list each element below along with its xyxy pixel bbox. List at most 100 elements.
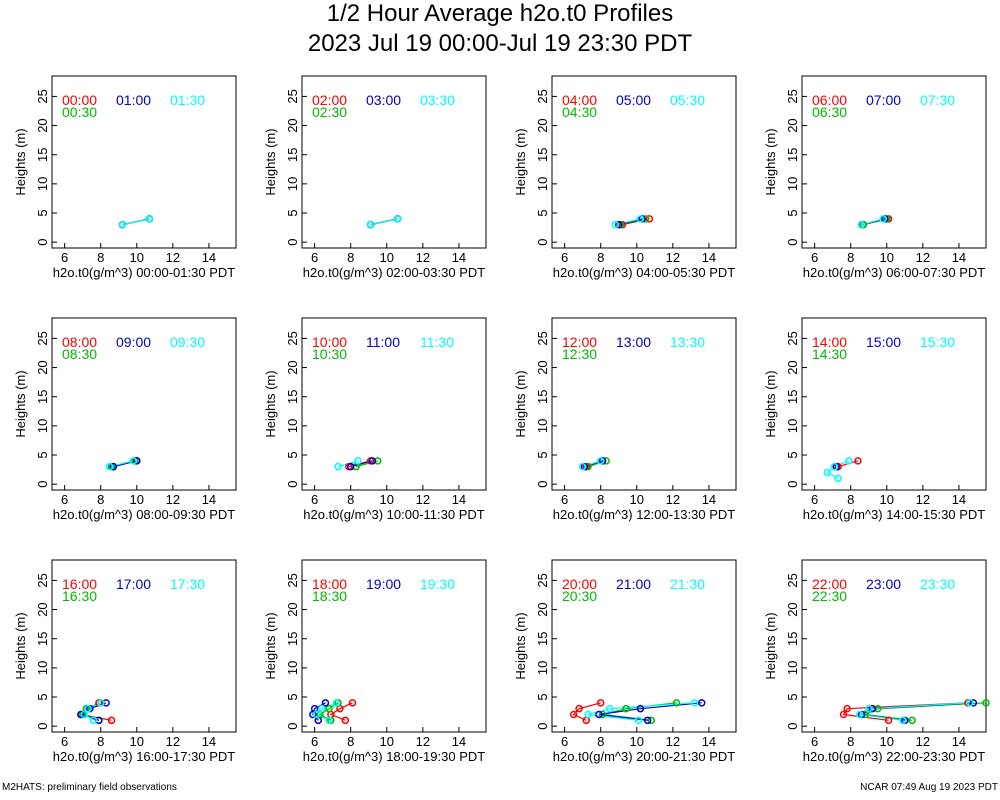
x-tick-label: 6 [311, 250, 318, 265]
legend-entry: 08:30 [62, 346, 97, 362]
x-tick-label: 6 [561, 250, 568, 265]
y-tick-label: 5 [785, 209, 800, 216]
data-point [672, 699, 681, 707]
x-tick-label: 8 [97, 492, 104, 507]
legend-entry: 19:30 [420, 576, 455, 592]
data-point [89, 716, 98, 725]
legend-entry: 23:00 [866, 576, 901, 592]
legend-entry: 13:00 [616, 334, 651, 350]
x-tick-label: 8 [347, 250, 354, 265]
y-tick-label: 5 [535, 693, 550, 700]
legend-entry: 18:30 [312, 588, 347, 604]
x-tick-label: 14 [202, 734, 216, 749]
data-point [368, 457, 377, 465]
data-point [839, 710, 848, 719]
data-point [697, 699, 706, 707]
x-tick-label: 12 [166, 734, 180, 749]
y-tick-label: 0 [785, 481, 800, 488]
panel-4: 6 8 10 12 14 0 5 10 15 20 25 h2o.t0(g/m^3) 06:00-07… [763, 75, 987, 280]
panel-frame [301, 317, 487, 491]
x-tick-label: 6 [311, 734, 318, 749]
legend-entry: 18:00 [312, 576, 347, 592]
y-tick-label: 5 [35, 693, 50, 700]
y-tick-label: 25 [285, 331, 300, 345]
y-tick-label: 5 [535, 209, 550, 216]
panel-frame [301, 75, 487, 249]
legend-entry: 21:30 [670, 576, 705, 592]
legend-entry: 19:00 [366, 576, 401, 592]
y-tick-label: 10 [35, 661, 50, 675]
panel-10: 6 8 10 12 14 0 5 10 15 20 25 h2o.t0(g/m^3) 18:00-19… [263, 559, 487, 764]
legend-entry: 04:30 [562, 104, 597, 120]
y-tick-label: 20 [285, 602, 300, 616]
series-line [572, 702, 601, 721]
data-point [690, 699, 699, 707]
x-tick-label: 10 [630, 250, 644, 265]
y-tick-label: 5 [535, 451, 550, 458]
x-axis-label: h2o.t0(g/m^3) 12:00-13:30 PDT [553, 507, 735, 522]
x-tick-label: 12 [416, 250, 430, 265]
x-tick-label: 6 [311, 492, 318, 507]
legend-entry: 10:00 [312, 334, 347, 350]
legend-entry: 17:00 [116, 576, 151, 592]
chart-title: 1/2 Hour Average h2o.t0 Profiles [326, 0, 674, 27]
x-tick-label: 12 [916, 492, 930, 507]
legend-entry: 15:30 [920, 334, 955, 350]
data-point [325, 704, 333, 713]
y-tick-label: 25 [785, 89, 800, 103]
legend-entry: 09:00 [116, 334, 151, 350]
y-axis-label: Heights (m) [263, 612, 278, 679]
data-point [118, 220, 127, 229]
panel-12: 6 8 10 12 14 0 5 10 15 20 25 h2o.t0(g/m^3) 22:00-23… [763, 559, 990, 764]
y-tick-label: 15 [285, 631, 300, 645]
data-point [145, 215, 154, 223]
data-point [845, 457, 853, 465]
x-tick-label: 8 [97, 734, 104, 749]
legend-entry: 15:00 [866, 334, 901, 350]
legend-entry: 13:30 [670, 334, 705, 350]
panel-frame [51, 75, 237, 249]
y-tick-label: 0 [35, 239, 50, 246]
x-tick-label: 6 [61, 734, 68, 749]
x-tick-label: 6 [561, 734, 568, 749]
panel-frame [51, 317, 237, 491]
legend-entry: 04:00 [562, 92, 597, 108]
legend-entry: 09:30 [170, 334, 205, 350]
data-point [77, 710, 85, 719]
x-tick-label: 10 [880, 492, 894, 507]
x-tick-label: 10 [880, 250, 894, 265]
y-tick-label: 0 [535, 239, 550, 246]
legend-entry: 08:00 [62, 334, 97, 350]
data-point [823, 468, 832, 477]
data-point [614, 220, 623, 229]
series-line [370, 218, 398, 226]
y-tick-label: 15 [35, 631, 50, 645]
y-axis-label: Heights (m) [513, 128, 528, 195]
legend-entry: 05:00 [616, 92, 651, 108]
data-point [578, 462, 587, 471]
x-tick-label: 14 [702, 250, 716, 265]
data-point [868, 704, 877, 713]
y-tick-label: 25 [285, 89, 300, 103]
data-point [318, 704, 326, 713]
y-tick-label: 25 [35, 89, 50, 103]
footer-left: M2HATS: preliminary field observations [2, 782, 177, 793]
y-tick-label: 0 [535, 481, 550, 488]
y-tick-label: 15 [785, 147, 800, 161]
y-tick-label: 10 [785, 661, 800, 675]
legend-entry: 11:30 [420, 334, 454, 350]
legend-entry: 02:00 [312, 92, 347, 108]
data-point [854, 457, 862, 465]
x-tick-label: 10 [630, 492, 644, 507]
y-axis-label: Heights (m) [763, 128, 778, 195]
data-point [884, 716, 893, 725]
legend-entry: 21:00 [616, 576, 651, 592]
x-tick-label: 14 [452, 492, 466, 507]
panel-frame [801, 75, 987, 249]
legend-entry: 10:30 [312, 346, 347, 362]
data-point [366, 220, 375, 229]
panel-3: 6 8 10 12 14 0 5 10 15 20 25 h2o.t0(g/m^3) 04:00-05… [513, 75, 737, 280]
y-tick-label: 15 [535, 147, 550, 161]
y-tick-label: 5 [285, 451, 300, 458]
